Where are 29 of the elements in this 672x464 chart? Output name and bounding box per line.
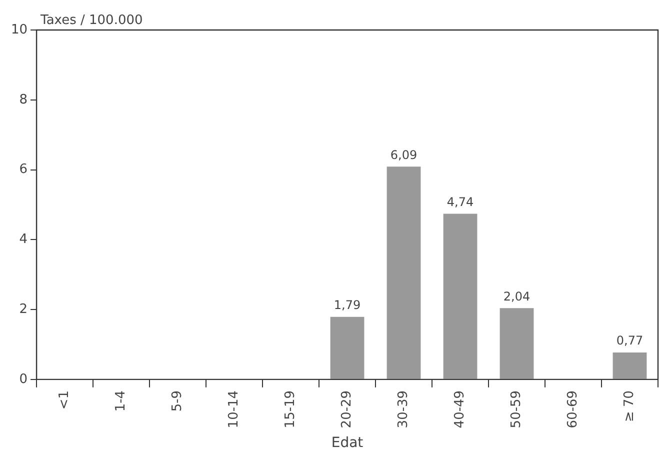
y-tick-label: 4 bbox=[19, 232, 28, 248]
data-label: 2,04 bbox=[503, 289, 530, 304]
bar bbox=[500, 308, 534, 379]
x-tick-label: <1 bbox=[57, 390, 72, 410]
x-tick-label: ≥ 70 bbox=[622, 390, 638, 422]
x-tick-label: 20-29 bbox=[340, 390, 355, 428]
y-tick-label: 8 bbox=[19, 92, 28, 108]
x-tick-label: 10-14 bbox=[226, 390, 242, 428]
x-tick-label: 1-4 bbox=[114, 390, 129, 412]
data-label: 6,09 bbox=[390, 148, 418, 162]
x-tick-label: 50-59 bbox=[509, 390, 524, 428]
bar bbox=[443, 214, 478, 379]
y-tick-label: 2 bbox=[19, 302, 28, 317]
x-tick-label: 15-19 bbox=[283, 390, 298, 428]
y-tick-label: 10 bbox=[10, 22, 28, 38]
x-tick-label: 60-69 bbox=[566, 390, 581, 428]
data-label: 4,74 bbox=[446, 194, 474, 209]
data-label: 0,77 bbox=[616, 334, 644, 348]
y-axis-title: Taxes / 100.000 bbox=[40, 12, 143, 28]
y-tick-label: 0 bbox=[19, 372, 28, 387]
x-tick-label: 5-9 bbox=[170, 390, 186, 412]
x-tick-label: 40-49 bbox=[452, 390, 468, 428]
y-tick-label: 6 bbox=[19, 162, 28, 178]
bar bbox=[386, 166, 421, 379]
data-label: 1,79 bbox=[334, 298, 361, 312]
bar bbox=[612, 352, 647, 379]
x-axis-title: Edat bbox=[331, 435, 364, 452]
x-tick-label: 30-39 bbox=[396, 390, 412, 428]
bar bbox=[330, 316, 364, 379]
